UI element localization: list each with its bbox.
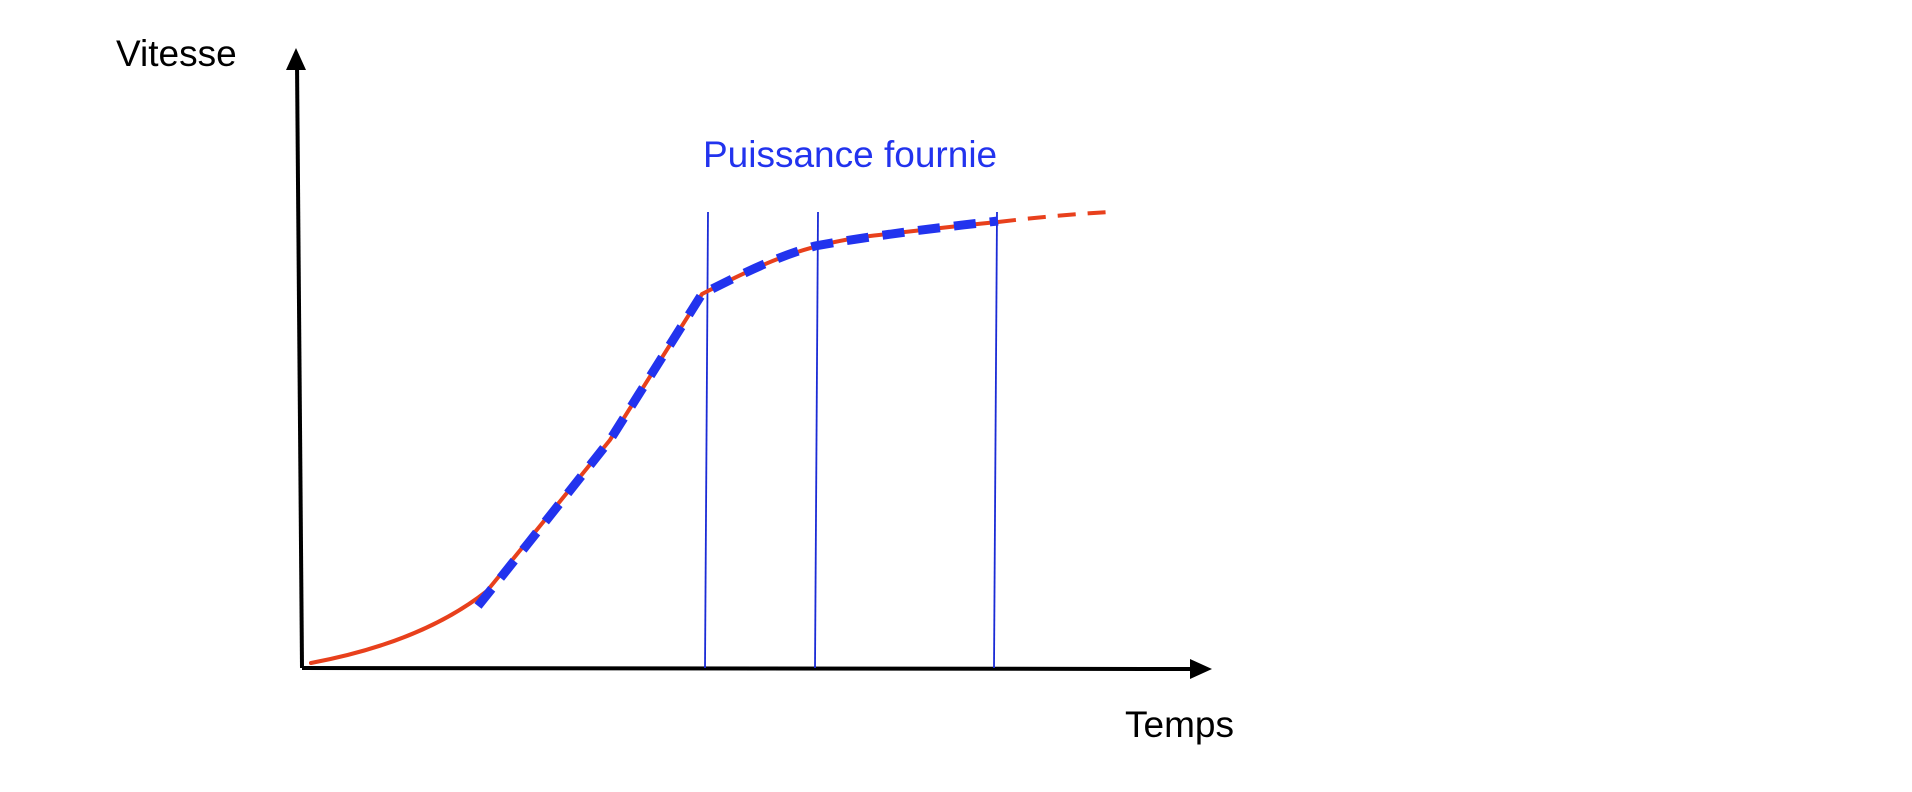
y-axis-line (295, 61, 304, 669)
x-axis-label: Temps (1125, 704, 1234, 745)
y-axis-label: Vitesse (116, 33, 237, 74)
power-curve (474, 216, 999, 609)
y-axis-arrowhead (286, 48, 306, 70)
x-axis-line (301, 666, 1191, 671)
speed-curve (309, 220, 1000, 665)
power-marker-line-2 (814, 211, 819, 669)
x-axis-arrowhead (1190, 659, 1212, 679)
power-annotation-label: Puissance fournie (703, 134, 997, 175)
speed-curve-extension (997, 210, 1111, 224)
power-marker-line-3 (993, 211, 998, 669)
power-marker-line-1 (704, 211, 709, 669)
